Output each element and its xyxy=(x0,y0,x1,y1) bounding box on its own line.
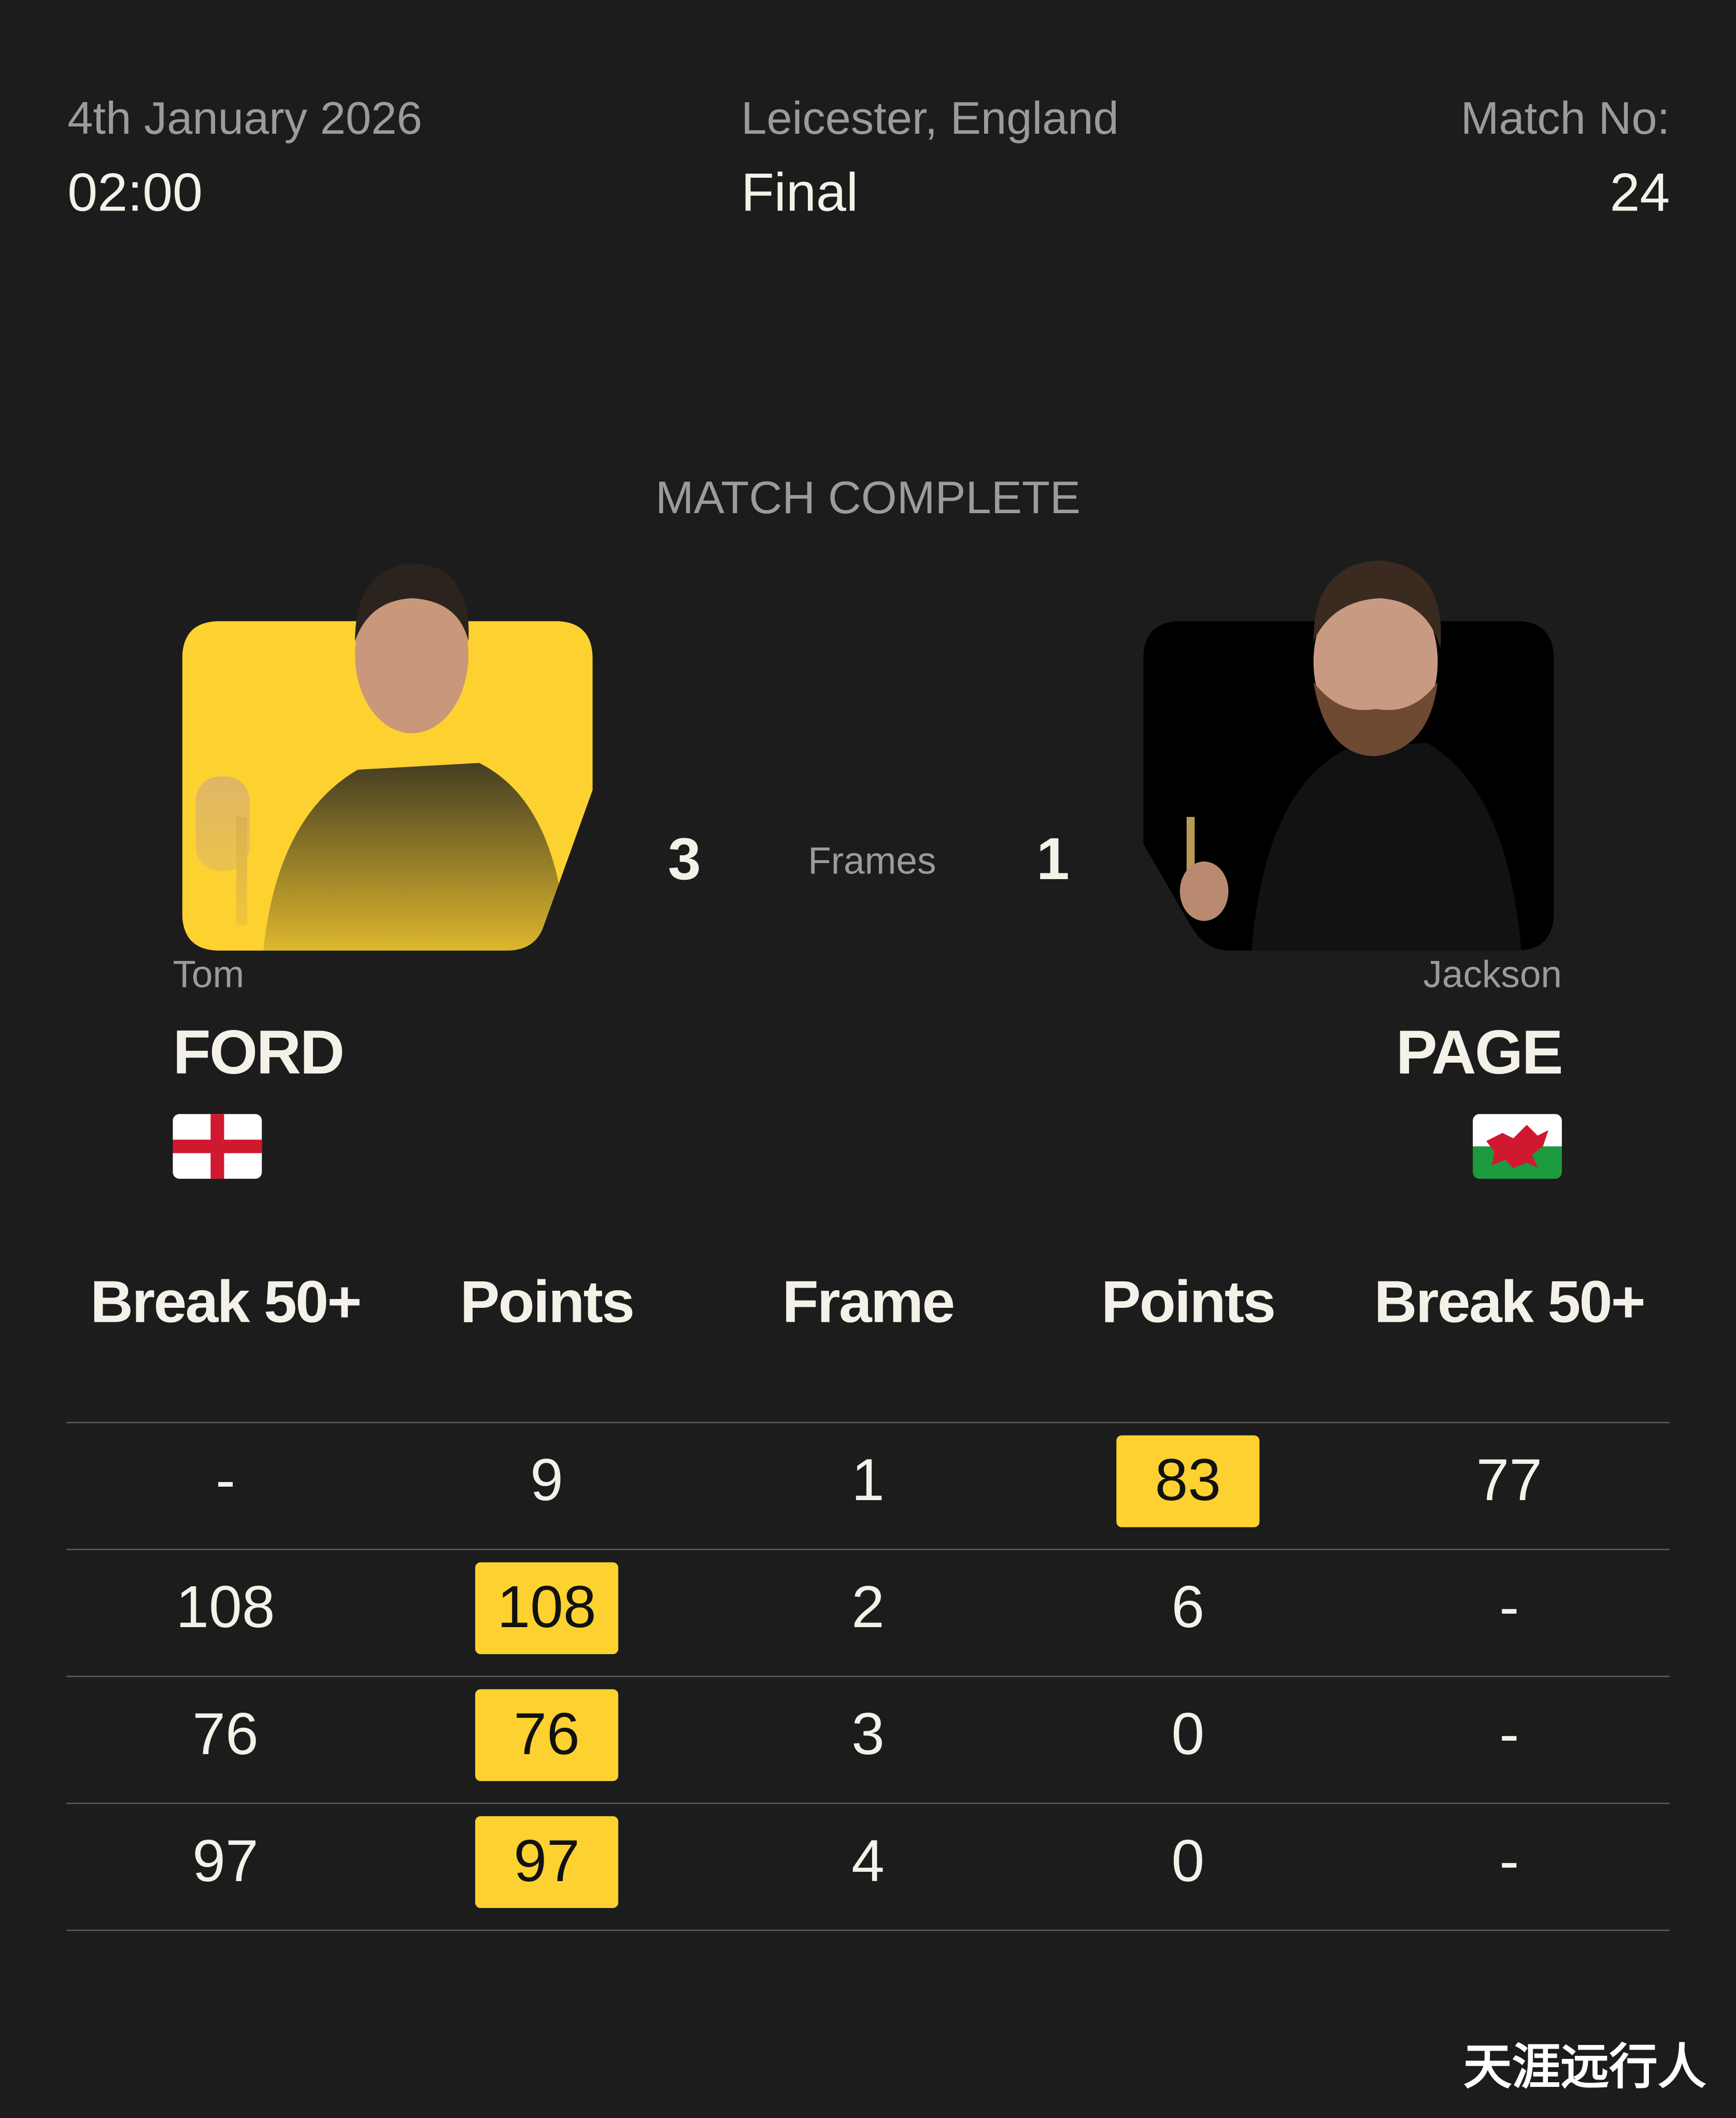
table-cell-left-points: 9 xyxy=(530,1447,563,1514)
table-cell-left-break: 76 xyxy=(192,1701,259,1768)
player-right-last-name: PAGE xyxy=(1396,1016,1563,1088)
table-divider xyxy=(66,1802,1670,1804)
table-cell-right-points: 6 xyxy=(1171,1574,1205,1641)
match-no: 24 xyxy=(1610,163,1670,223)
match-venue: Leicester, England xyxy=(741,93,1119,145)
table-cell-right-points: 0 xyxy=(1171,1828,1205,1895)
column-header-right-break: Break 50+ xyxy=(1374,1269,1646,1336)
table-cell-right-break: - xyxy=(1499,1574,1519,1641)
england-flag-icon xyxy=(173,1114,262,1179)
table-cell-right-break: - xyxy=(1499,1828,1519,1895)
table-cell-frame: 4 xyxy=(851,1828,885,1895)
wales-flag-icon xyxy=(1473,1114,1562,1179)
table-divider xyxy=(66,1675,1670,1677)
player-left-first-name: Tom xyxy=(173,953,245,995)
watermark: 天涯远行人 xyxy=(1463,2039,1706,2095)
table-cell-frame: 2 xyxy=(851,1574,885,1641)
table-cell-left-points-winner: 108 xyxy=(475,1562,619,1655)
match-no-label: Match No: xyxy=(1460,93,1670,145)
table-cell-left-points-winner: 97 xyxy=(475,1816,619,1908)
table-cell-left-break: 97 xyxy=(192,1828,259,1895)
match-round: Final xyxy=(741,163,859,223)
match-time: 02:00 xyxy=(67,163,203,223)
score-right: 1 xyxy=(1036,826,1070,893)
score-left: 3 xyxy=(667,826,701,893)
table-cell-right-break: - xyxy=(1499,1701,1519,1768)
table-divider xyxy=(66,1929,1670,1931)
column-header-frame: Frame xyxy=(782,1269,955,1336)
player-left-last-name: FORD xyxy=(173,1016,345,1088)
table-cell-frame: 1 xyxy=(851,1447,885,1514)
column-header-left-break: Break 50+ xyxy=(90,1269,362,1336)
column-header-left-points: Points xyxy=(460,1269,635,1336)
table-divider xyxy=(66,1422,1670,1423)
table-cell-left-points-winner: 76 xyxy=(475,1689,619,1781)
table-cell-right-break: 77 xyxy=(1476,1447,1543,1514)
table-cell-left-break: 108 xyxy=(176,1574,275,1641)
table-divider xyxy=(66,1548,1670,1550)
player-photo-right xyxy=(1143,560,1554,951)
column-header-right-points: Points xyxy=(1101,1269,1276,1336)
table-cell-left-break: - xyxy=(215,1447,236,1514)
table-cell-right-points: 0 xyxy=(1171,1701,1205,1768)
player-photo-left xyxy=(182,563,593,951)
score-label: Frames xyxy=(808,840,936,882)
table-cell-right-points-winner: 83 xyxy=(1116,1435,1260,1528)
match-status: MATCH COMPLETE xyxy=(655,472,1081,524)
table-cell-frame: 3 xyxy=(851,1701,885,1768)
match-date: 4th January 2026 xyxy=(67,93,422,145)
player-right-first-name: Jackson xyxy=(1423,953,1562,995)
